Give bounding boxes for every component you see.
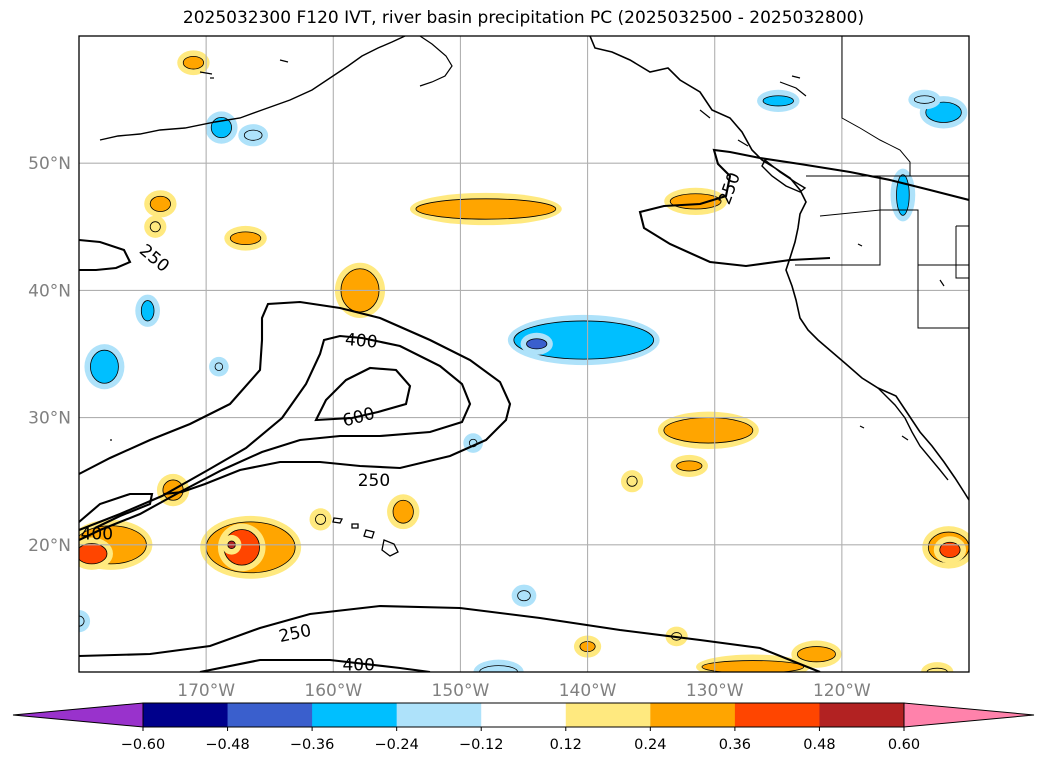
- colorbar-segment: [650, 703, 736, 727]
- coastline-layer: [99, 36, 969, 557]
- lat-tick-label: 40°N: [28, 281, 71, 301]
- precip-pc-region: [149, 195, 171, 212]
- precip-pc-region: [517, 590, 531, 602]
- precip-pc-region: [214, 362, 224, 371]
- precip-pc-region: [149, 221, 161, 233]
- precip-pc-halo: [79, 610, 91, 633]
- colorbar-segment: [481, 703, 567, 727]
- precip-pc-region: [796, 646, 836, 663]
- precip-pc-region: [315, 513, 327, 525]
- precip-pc-region: [243, 129, 263, 141]
- alaska-peninsula: [419, 36, 453, 87]
- precip-pc-region: [669, 193, 722, 210]
- chart-title: 2025032300 F120 IVT, river basin precipi…: [182, 8, 865, 28]
- colorbar-tick-label: 0.24: [634, 737, 666, 753]
- precip-pc-region: [926, 667, 948, 672]
- ivt-contour-250-south: [79, 604, 821, 672]
- colorbar-tick-label: 0.36: [719, 737, 751, 753]
- ivt-contour-600: [314, 366, 412, 422]
- colorbar-tick-label: −0.60: [121, 737, 165, 753]
- precip-pc-region: [676, 460, 703, 472]
- colorbar-tick-label: 0.60: [888, 737, 920, 753]
- precip-pc-region: [762, 95, 794, 107]
- lon-tick-label: 170°W: [177, 681, 235, 701]
- lon-tick-label: 140°W: [559, 681, 617, 701]
- precip-pc-region: [79, 543, 108, 565]
- ivt-contour-400-sw: [79, 492, 154, 529]
- colorbar-tick-label: 0.12: [550, 737, 582, 753]
- ivt-contour-400-main: [79, 334, 472, 541]
- precip-pc-region: [229, 231, 262, 246]
- lat-tick-label: 30°N: [28, 409, 71, 429]
- colorbar-tick-label: −0.36: [290, 737, 334, 753]
- ivt-contour-250-main: [79, 300, 512, 496]
- baja-peninsula-coastline: [877, 387, 949, 481]
- colorbar-segment: [565, 703, 651, 727]
- precip-pc-region: [415, 198, 557, 220]
- ivt-contour-400-south: [199, 658, 431, 672]
- political-borders: [795, 36, 969, 329]
- lon-tick-label: 160°W: [304, 681, 362, 701]
- colorbar-tick-label: −0.24: [374, 737, 418, 753]
- lon-tick-label: 150°W: [432, 681, 490, 701]
- colorbar-segment: [396, 703, 482, 727]
- ivt-contour-250-west: [79, 238, 132, 272]
- colorbar-segment: [227, 703, 313, 727]
- precip-pc-region: [392, 499, 414, 524]
- colorbar-extend-low: [12, 702, 144, 728]
- colorbar-segment: [734, 703, 820, 727]
- colorbar-segment: [819, 703, 905, 727]
- ivt-contour-label: 400: [344, 330, 378, 353]
- lon-tick-label: 120°W: [813, 681, 871, 701]
- precip-pc-region: [913, 95, 936, 104]
- north-america-coastline: [589, 36, 969, 501]
- colorbar-frame: [142, 702, 905, 728]
- ivt-contours: [79, 148, 969, 672]
- precip-pc-region: [939, 541, 961, 558]
- small-islands: [110, 59, 945, 441]
- axis-tick-labels: 170°W 160°W 150°W 140°W 130°W 120°W 20°N 30°N 40…: [28, 154, 871, 701]
- precip-pc-region: [479, 665, 519, 672]
- precip-pc-region: [526, 338, 548, 350]
- precip-pc-region: [182, 55, 204, 70]
- precip-pc-region: [663, 417, 754, 444]
- precip-pc-region: [701, 660, 805, 672]
- colorbar: −0.60 −0.48 −0.36 −0.24 −0.12 0.12 0.24 0.36 0.4…: [12, 702, 1035, 753]
- colorbar-tick-label: −0.12: [459, 737, 503, 753]
- lat-tick-label: 20°N: [28, 536, 71, 556]
- aleutian-coastline: [99, 36, 406, 141]
- map-frame: [78, 35, 970, 673]
- colorbar-segment: [312, 703, 398, 727]
- precip-pc-region: [925, 101, 962, 123]
- precip-pc-region: [896, 174, 910, 216]
- lon-tick-label: 130°W: [686, 681, 744, 701]
- ivt-contour-label: 400: [81, 525, 113, 545]
- map-gridlines: [79, 36, 969, 672]
- colorbar-segment: [143, 703, 229, 727]
- colorbar-tick-label: 0.48: [803, 737, 835, 753]
- colorbar-extend-high: [903, 702, 1035, 728]
- vancouver-island: [761, 158, 807, 193]
- precip-pc-region: [90, 349, 119, 384]
- ivt-contour-label: 250: [358, 471, 390, 491]
- ivt-contour-250-nw: [638, 148, 969, 268]
- precip-pc-region: [626, 475, 638, 487]
- hawaiian-islands: [332, 517, 399, 557]
- ivt-contour-label: 400: [342, 656, 374, 676]
- precip-pc-region: [140, 300, 155, 322]
- precip-pc-region: [79, 615, 85, 627]
- colorbar-tick-label: −0.48: [205, 737, 249, 753]
- lat-tick-label: 50°N: [28, 154, 71, 174]
